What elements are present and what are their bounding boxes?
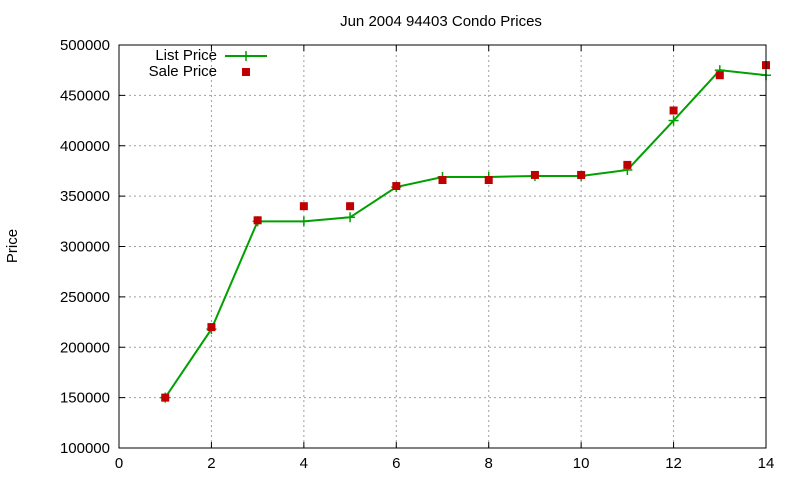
x-tick-label: 8: [485, 455, 493, 472]
legend-label-sale-price: Sale Price: [149, 63, 217, 80]
list-price-point: [668, 115, 679, 126]
x-tick-label: 10: [573, 455, 590, 472]
sale-price-point: [669, 106, 678, 115]
sale-price-point: [253, 216, 262, 225]
y-tick-label: 450000: [60, 87, 110, 104]
y-tick-label: 100000: [60, 440, 110, 457]
sale-price-point: [346, 202, 355, 211]
y-tick-label: 500000: [60, 37, 110, 54]
y-tick-label: 300000: [60, 239, 110, 256]
legend-swatch-sale-price: [242, 68, 250, 76]
sale-price-point: [299, 202, 308, 211]
sale-price-point: [484, 176, 493, 185]
y-tick-label: 150000: [60, 390, 110, 407]
list-price-point: [345, 212, 356, 223]
axis-ticks: 0 2 4 6 8 10 12 14 100000 150000 200000 250000 30000…: [60, 37, 774, 472]
x-tick-label: 2: [207, 455, 215, 472]
legend-marker-list-price: [241, 51, 251, 61]
x-tick-label: 0: [115, 455, 123, 472]
y-tick-label: 250000: [60, 289, 110, 306]
x-tick-label: 6: [392, 455, 400, 472]
sale-price-point: [161, 393, 170, 402]
grid-lines: [119, 45, 766, 448]
sale-price-point: [530, 170, 539, 179]
y-tick-label: 200000: [60, 339, 110, 356]
sale-price-point: [623, 160, 632, 169]
chart-title: Jun 2004 94403 Condo Prices: [340, 13, 542, 30]
plot-frame: [118, 44, 767, 449]
series-layer: [160, 61, 771, 403]
sale-price-point: [577, 170, 586, 179]
sale-price-point: [715, 71, 724, 80]
y-tick-label: 350000: [60, 188, 110, 205]
legend-label-list-price: List Price: [155, 47, 217, 64]
sale-price-point: [438, 176, 447, 185]
sale-price-point: [392, 182, 401, 191]
x-tick-label: 14: [758, 455, 775, 472]
list-price-point: [298, 216, 309, 227]
list-price-line: [164, 69, 767, 399]
y-tick-label: 400000: [60, 138, 110, 155]
sale-price-point: [207, 323, 216, 332]
y-axis-label: Price: [4, 229, 21, 263]
x-tick-label: 4: [300, 455, 308, 472]
x-tick-label: 12: [665, 455, 682, 472]
